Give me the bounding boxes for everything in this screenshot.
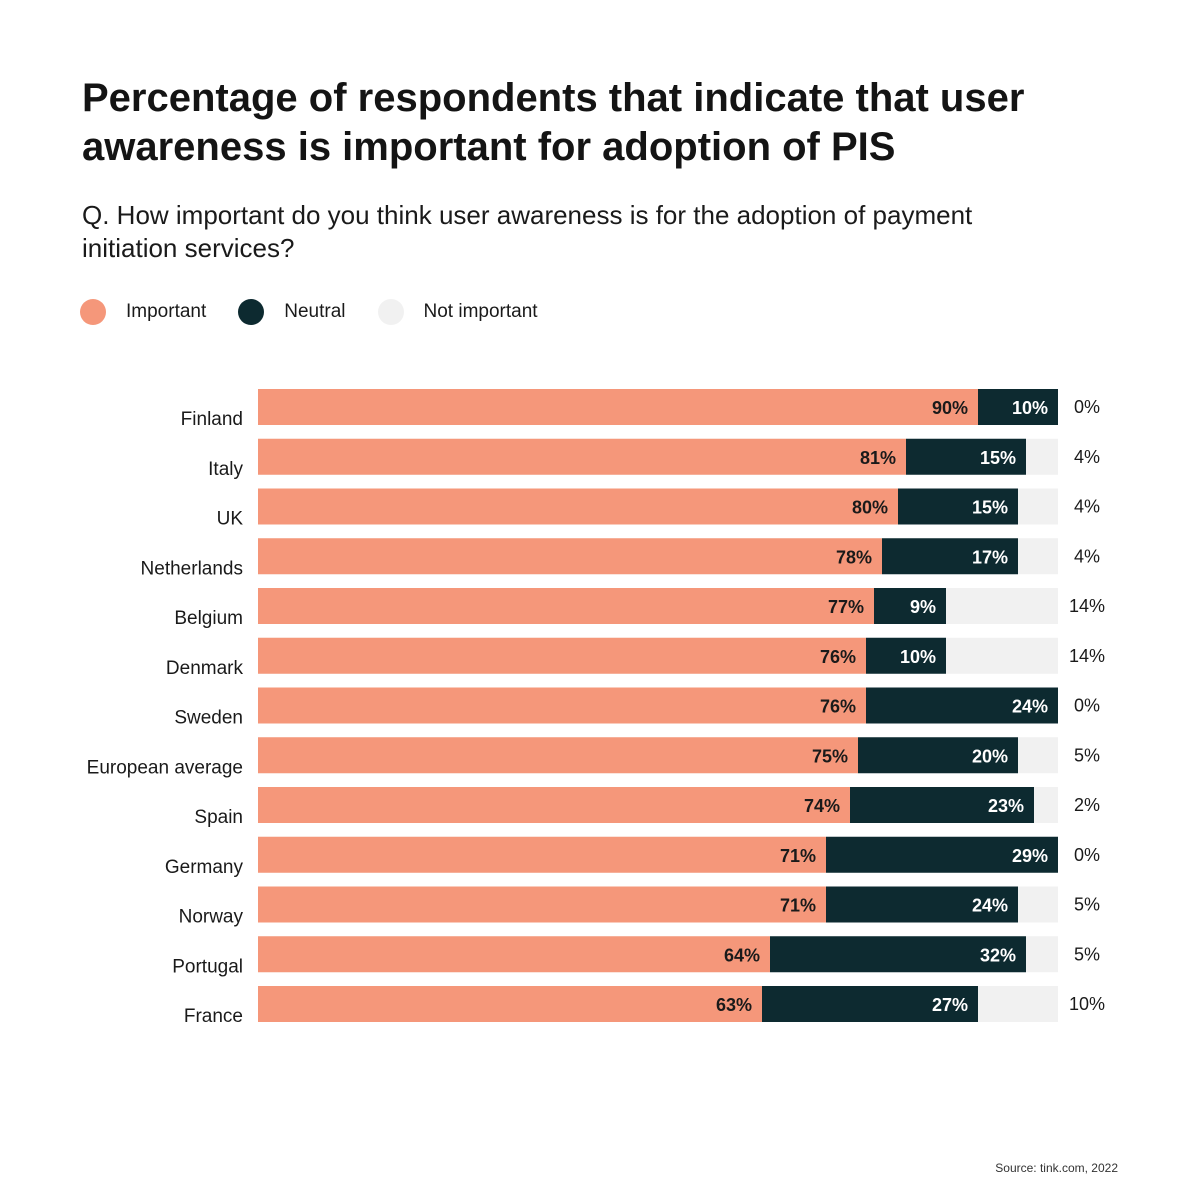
data-label-important-portugal: 64% bbox=[724, 945, 760, 965]
data-label-important-sweden: 76% bbox=[820, 697, 856, 717]
bar-important-denmark bbox=[258, 637, 866, 674]
bar-important-sweden bbox=[258, 687, 866, 724]
chart-subtitle: Q. How important do you think user aware… bbox=[82, 200, 973, 263]
data-label-not-important-finland: 0% bbox=[1074, 397, 1100, 417]
data-label-neutral-spain: 23% bbox=[988, 796, 1024, 816]
legend-item-important: Important bbox=[80, 299, 206, 325]
legend: Important Neutral Not important bbox=[80, 299, 570, 325]
data-label-important-finland: 90% bbox=[932, 398, 968, 418]
data-label-important-european-average: 75% bbox=[812, 746, 848, 766]
category-label-france: France bbox=[184, 1006, 243, 1027]
legend-swatch-neutral bbox=[238, 299, 265, 325]
data-label-not-important-france: 10% bbox=[1069, 994, 1105, 1014]
data-label-not-important-portugal: 5% bbox=[1074, 944, 1100, 964]
data-label-neutral-germany: 29% bbox=[1012, 846, 1048, 866]
legend-label-important: Important bbox=[126, 301, 207, 322]
bar-neutral-portugal bbox=[770, 936, 1026, 973]
bar-neutral-belgium bbox=[874, 588, 946, 624]
bar-important-germany bbox=[258, 836, 826, 873]
data-label-not-important-netherlands: 4% bbox=[1074, 546, 1100, 566]
data-label-not-important-uk: 4% bbox=[1074, 497, 1100, 517]
bar-neutral-norway bbox=[826, 886, 1018, 923]
bar-important-italy bbox=[258, 438, 906, 475]
bar-important-france bbox=[258, 986, 762, 1022]
data-label-not-important-sweden: 0% bbox=[1074, 696, 1100, 716]
data-label-neutral-italy: 15% bbox=[980, 448, 1016, 468]
bar-neutral-france bbox=[762, 986, 978, 1022]
data-label-neutral-denmark: 10% bbox=[900, 647, 936, 667]
bar-important-european-average bbox=[258, 737, 858, 774]
legend-item-neutral: Neutral bbox=[238, 299, 346, 325]
data-label-not-important-norway: 5% bbox=[1074, 895, 1100, 915]
data-label-important-italy: 81% bbox=[860, 448, 896, 468]
data-label-neutral-sweden: 24% bbox=[1012, 697, 1048, 717]
bar-important-belgium bbox=[258, 588, 874, 624]
category-label-italy: Italy bbox=[208, 459, 243, 480]
category-label-sweden: Sweden bbox=[174, 708, 243, 729]
category-label-spain: Spain bbox=[194, 807, 243, 828]
chart-title: Percentage of respondents that indicate … bbox=[82, 76, 1025, 169]
legend-swatch-not-important bbox=[377, 299, 404, 325]
data-label-neutral-european-average: 20% bbox=[972, 746, 1008, 766]
data-label-neutral-uk: 15% bbox=[972, 498, 1008, 518]
bar-neutral-netherlands bbox=[882, 538, 1018, 575]
bar-neutral-italy bbox=[906, 438, 1026, 475]
data-label-not-important-european-average: 5% bbox=[1074, 745, 1100, 765]
data-label-important-uk: 80% bbox=[852, 498, 888, 518]
bar-important-netherlands bbox=[258, 538, 882, 575]
data-label-important-norway: 71% bbox=[780, 896, 816, 916]
data-label-important-belgium: 77% bbox=[828, 597, 864, 617]
data-label-not-important-italy: 4% bbox=[1074, 447, 1100, 467]
legend-swatch-important bbox=[80, 299, 106, 325]
category-label-portugal: Portugal bbox=[172, 956, 243, 977]
bar-important-norway bbox=[258, 886, 826, 923]
category-label-norway: Norway bbox=[179, 907, 244, 928]
category-label-european-average: European average bbox=[87, 757, 243, 778]
data-label-not-important-belgium: 14% bbox=[1069, 596, 1105, 616]
category-label-netherlands: Netherlands bbox=[141, 558, 243, 579]
bar-important-finland bbox=[258, 389, 978, 425]
category-label-denmark: Denmark bbox=[166, 658, 244, 679]
data-label-important-france: 63% bbox=[716, 995, 752, 1015]
data-label-not-important-germany: 0% bbox=[1074, 845, 1100, 865]
data-label-neutral-netherlands: 17% bbox=[972, 547, 1008, 567]
legend-item-not-important: Not important bbox=[377, 299, 538, 325]
bar-neutral-spain bbox=[850, 787, 1034, 823]
legend-label-neutral: Neutral bbox=[284, 301, 346, 322]
bar-neutral-uk bbox=[898, 488, 1018, 525]
source-note: Source: tink.com, 2022 bbox=[995, 1161, 1118, 1175]
data-label-neutral-france: 27% bbox=[932, 995, 968, 1015]
category-label-uk: UK bbox=[217, 509, 244, 530]
data-label-neutral-finland: 10% bbox=[1012, 398, 1048, 418]
bar-neutral-sweden bbox=[866, 687, 1058, 724]
bar-important-uk bbox=[258, 488, 898, 525]
data-label-important-denmark: 76% bbox=[820, 647, 856, 667]
legend-label-not-important: Not important bbox=[423, 301, 538, 322]
category-label-belgium: Belgium bbox=[174, 608, 243, 629]
data-label-neutral-belgium: 9% bbox=[910, 597, 936, 617]
bar-neutral-finland bbox=[978, 389, 1058, 425]
data-label-not-important-denmark: 14% bbox=[1069, 646, 1105, 666]
data-label-neutral-norway: 24% bbox=[972, 896, 1008, 916]
data-label-neutral-portugal: 32% bbox=[980, 945, 1016, 965]
bar-important-portugal bbox=[258, 936, 770, 973]
bar-neutral-european-average bbox=[858, 737, 1018, 774]
data-label-important-netherlands: 78% bbox=[836, 547, 872, 567]
bar-important-spain bbox=[258, 787, 850, 823]
data-label-important-spain: 74% bbox=[804, 796, 840, 816]
bar-neutral-denmark bbox=[866, 637, 946, 674]
category-label-finland: Finland bbox=[181, 409, 243, 430]
data-label-important-germany: 71% bbox=[780, 846, 816, 866]
data-label-not-important-spain: 2% bbox=[1074, 795, 1100, 815]
category-label-germany: Germany bbox=[165, 857, 244, 878]
bar-neutral-germany bbox=[826, 836, 1058, 873]
